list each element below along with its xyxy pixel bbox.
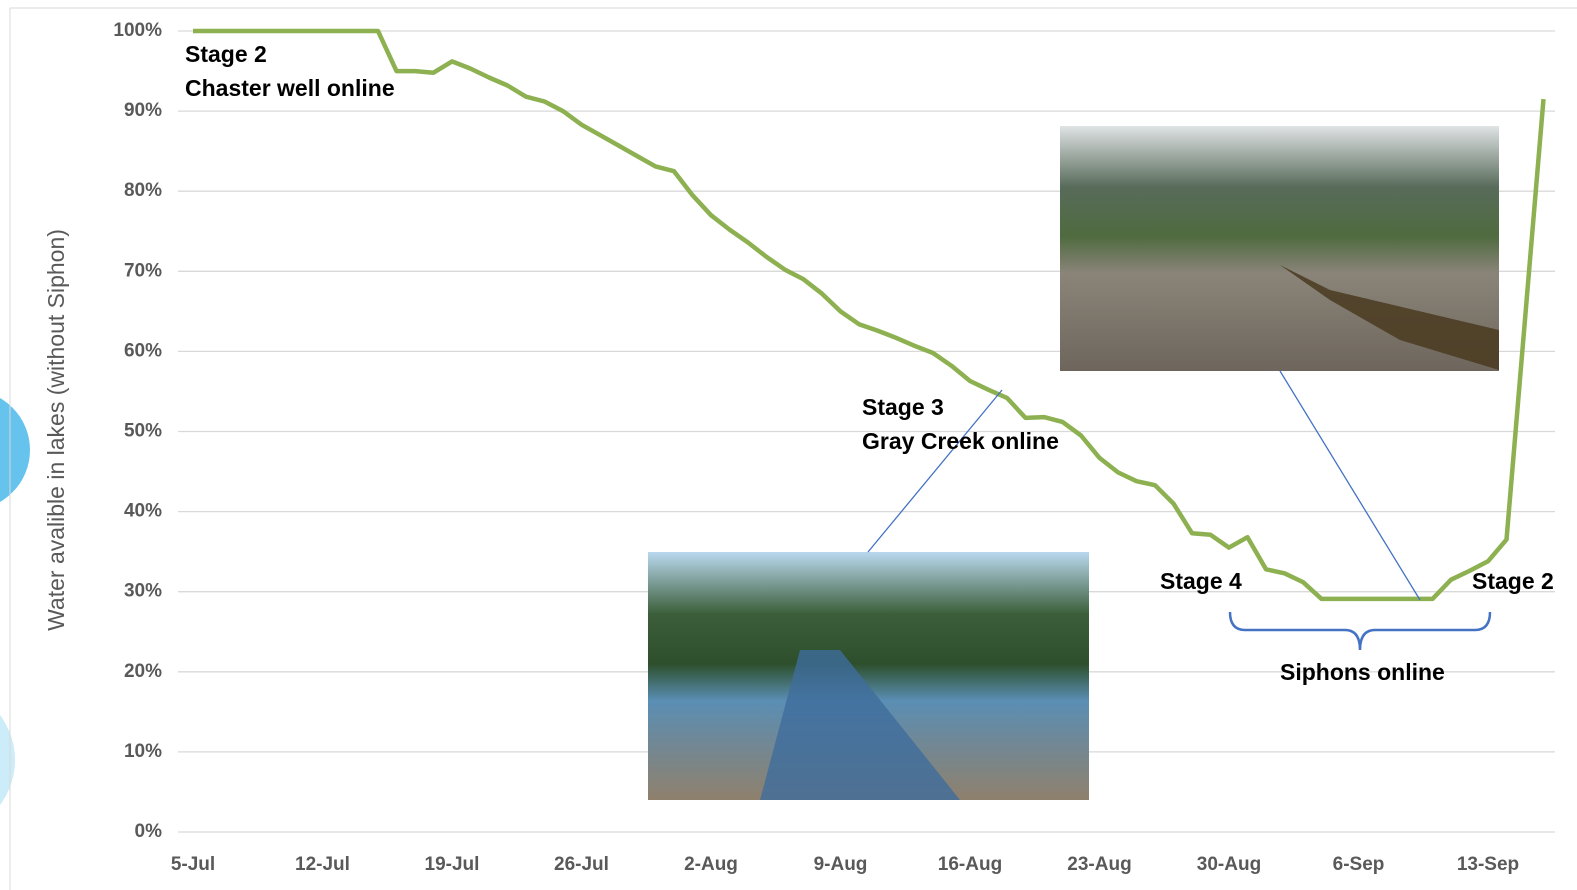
decoration [0, 390, 30, 510]
x-tick-label: 16-Aug [938, 854, 1002, 875]
x-tick-label: 13-Sep [1457, 854, 1519, 875]
y-tick-label: 60% [124, 340, 162, 361]
y-tick-label: 20% [124, 661, 162, 682]
y-tick-label: 30% [124, 581, 162, 602]
y-tick-label: 10% [124, 741, 162, 762]
leader-line [1280, 371, 1420, 600]
annotation: Stage 2 [1472, 568, 1554, 594]
y-tick-label: 40% [124, 501, 162, 522]
brace [1230, 612, 1490, 650]
annotation: Stage 2 [185, 41, 267, 67]
x-tick-label: 5-Jul [171, 854, 215, 875]
x-tick-label: 19-Jul [425, 854, 480, 875]
x-tick-label: 23-Aug [1067, 854, 1131, 875]
y-tick-label: 100% [113, 20, 162, 41]
x-tick-label: 12-Jul [295, 854, 350, 875]
y-tick-label: 0% [135, 821, 163, 842]
annotation: Siphons online [1280, 659, 1445, 685]
y-axis-title: Water avalible in lakes (without Siphon) [43, 229, 69, 631]
chart: Water avalible in lakes (without Siphon)… [0, 0, 1577, 890]
annotation: Gray Creek online [862, 428, 1059, 454]
y-tick-label: 90% [124, 100, 162, 121]
annotation: Chaster well online [185, 75, 395, 101]
x-tick-label: 6-Sep [1333, 854, 1385, 875]
y-tick-label: 80% [124, 180, 162, 201]
y-tick-label: 70% [124, 260, 162, 281]
annotation: Stage 4 [1160, 568, 1242, 594]
annotation: Stage 3 [862, 394, 944, 420]
x-tick-label: 2-Aug [684, 854, 738, 875]
x-tick-label: 30-Aug [1197, 854, 1261, 875]
x-tick-label: 26-Jul [554, 854, 609, 875]
x-tick-label: 9-Aug [814, 854, 868, 875]
y-tick-label: 50% [124, 421, 162, 442]
decoration [0, 685, 15, 835]
